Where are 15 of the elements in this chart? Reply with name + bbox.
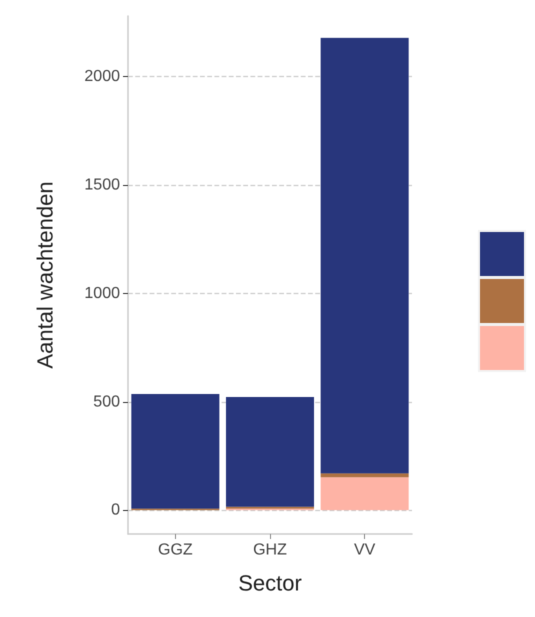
- bar: [320, 473, 409, 478]
- y-axis-title: Aantal wachtenden: [32, 181, 58, 369]
- x-tick-label: GGZ: [158, 542, 193, 558]
- bar: [131, 394, 220, 509]
- y-tick-label: 1500: [84, 176, 120, 194]
- x-tick-label: GHZ: [253, 542, 288, 558]
- bar: [226, 397, 314, 507]
- y-tick-label: 0: [111, 502, 120, 519]
- bar: [320, 38, 409, 474]
- y-tick-label: 2000: [84, 68, 120, 86]
- y-tick-label: 500: [93, 393, 120, 410]
- x-axis-title: Sector: [238, 570, 302, 596]
- bar: [320, 477, 409, 510]
- x-tick-label: VV: [354, 542, 376, 558]
- y-tick-label: 1000: [84, 284, 120, 302]
